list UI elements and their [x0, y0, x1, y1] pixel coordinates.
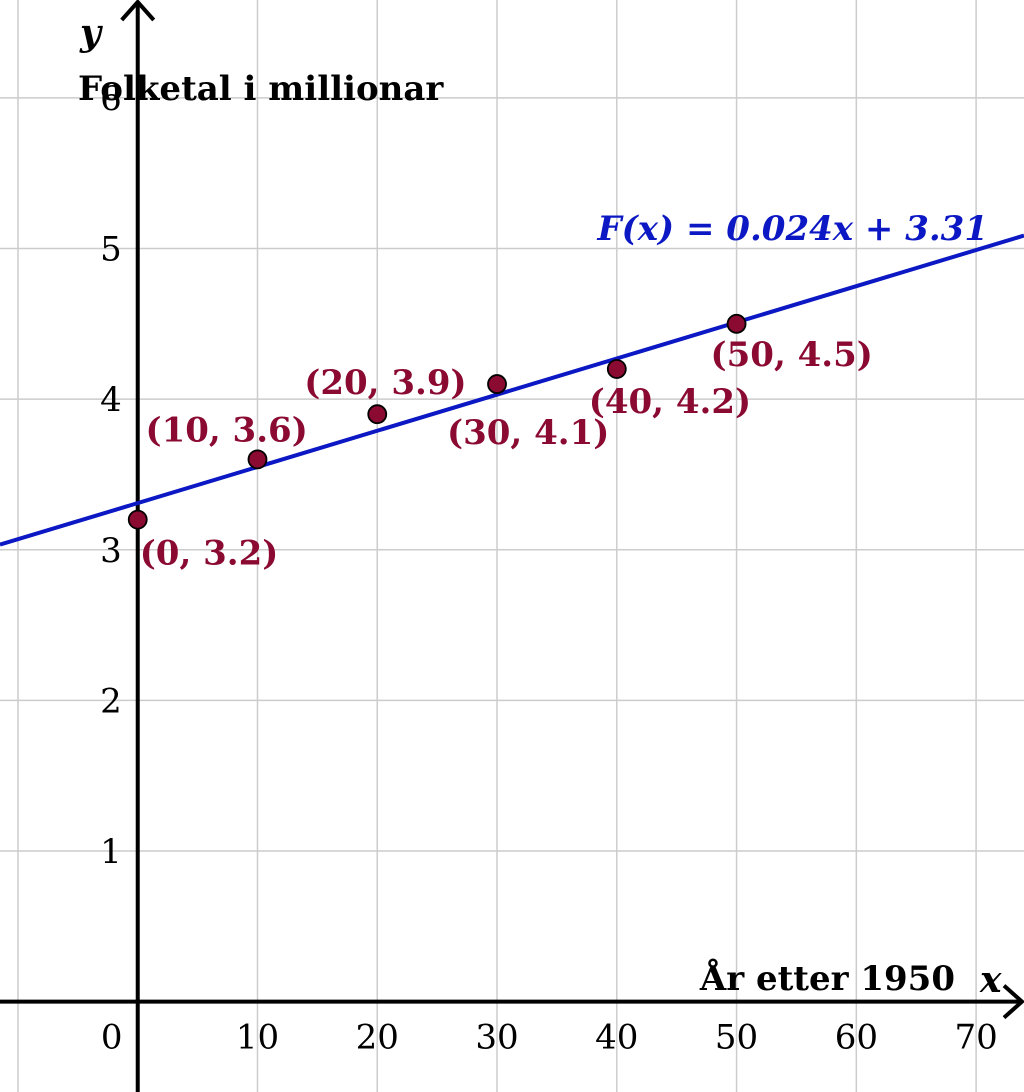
- tick-labels: 0 10 20 30 40 50 60 70 1 2 3 4 5 6: [100, 79, 998, 1058]
- data-point-label: (0, 3.2): [140, 534, 279, 574]
- data-point: [247, 449, 268, 470]
- y-axis-arrow: [120, 0, 156, 22]
- data-point: [487, 374, 507, 394]
- y-tick-label: 2: [100, 681, 122, 721]
- x-tick-label: 60: [835, 1018, 878, 1058]
- y-tick-label: 5: [100, 230, 122, 270]
- y-tick-label: 1: [100, 832, 122, 872]
- x-axis-label: År etter 1950: [699, 958, 955, 999]
- data-point-label: (10, 3.6): [145, 410, 307, 450]
- data-point: [367, 404, 388, 425]
- data-point-label: (40, 4.2): [589, 382, 751, 422]
- y-tick-label: 4: [100, 380, 122, 420]
- x-tick-label: 10: [236, 1018, 279, 1058]
- trendline-label: F(x) = 0.024x + 3.31: [597, 209, 988, 249]
- x-tick-label: 50: [715, 1018, 758, 1058]
- x-axis-variable: x: [979, 959, 1002, 1001]
- data-point-label: (30, 4.1): [447, 413, 609, 453]
- y-axis-label: Folketal i millionar: [78, 69, 444, 109]
- x-axis-arrow: [1002, 984, 1024, 1020]
- trendline-group: [0, 233, 1024, 547]
- data-point: [726, 313, 747, 334]
- x-tick-label: 30: [475, 1018, 518, 1058]
- data-points: (0, 3.2) (10, 3.6) (20, 3.9) (30, 4.1)(40, …: [127, 313, 873, 574]
- x-tick-label: 70: [954, 1018, 997, 1058]
- x-tick-label: 20: [356, 1018, 399, 1058]
- x-tick-label: 40: [595, 1018, 638, 1058]
- data-point-label: (20, 3.9): [304, 363, 466, 403]
- x-tick-label: 0: [101, 1018, 123, 1058]
- y-tick-label: 3: [100, 531, 122, 571]
- y-tick-label: 6: [100, 79, 122, 119]
- trendline: [0, 233, 1024, 547]
- data-point-label: (50, 4.5): [711, 335, 873, 375]
- data-point: [127, 509, 148, 530]
- y-axis-variable: y: [79, 12, 103, 54]
- data-point: [606, 359, 627, 379]
